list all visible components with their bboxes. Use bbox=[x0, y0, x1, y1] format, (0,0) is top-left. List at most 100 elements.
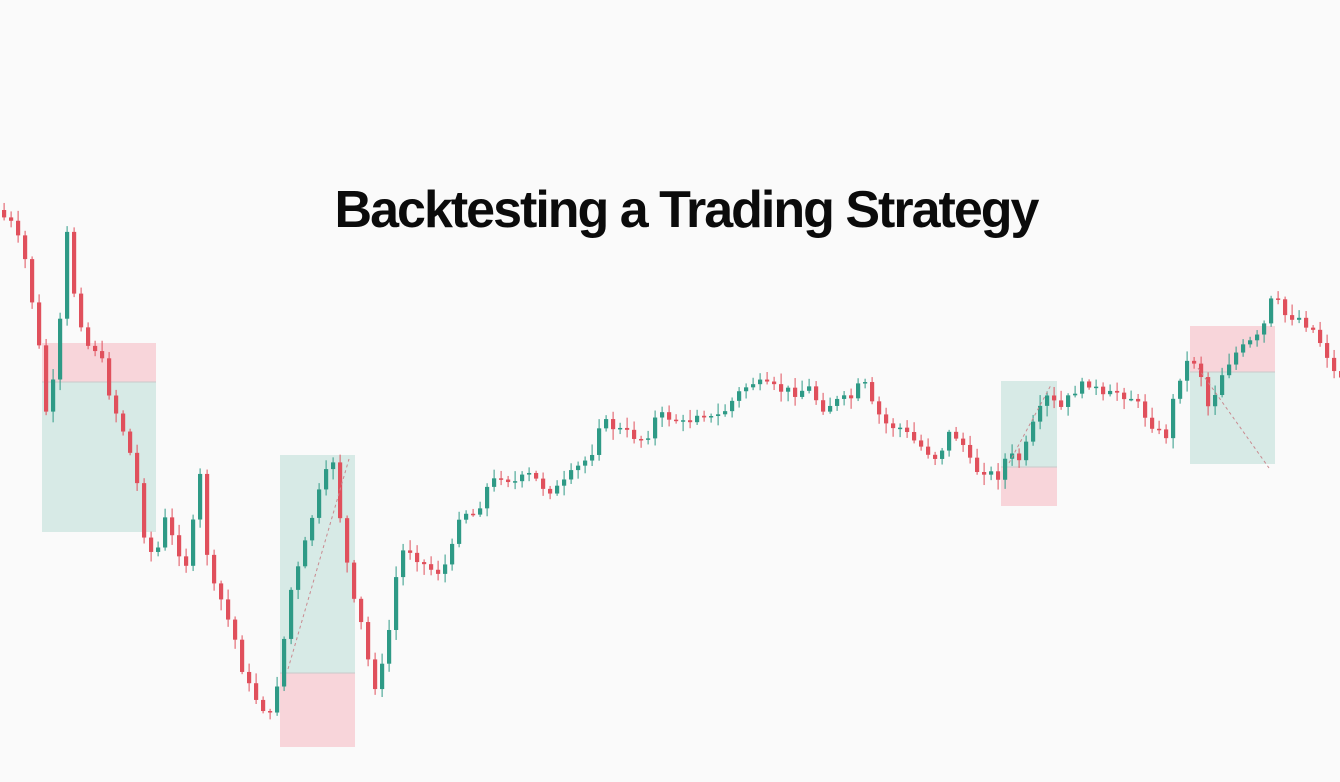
trade-path-3 bbox=[1008, 384, 1052, 464]
candle bbox=[947, 429, 952, 457]
candle bbox=[1318, 321, 1323, 347]
candle bbox=[114, 389, 119, 423]
candle bbox=[1234, 346, 1239, 370]
candle bbox=[23, 230, 28, 269]
candle bbox=[9, 211, 14, 228]
candle bbox=[863, 378, 868, 389]
candle bbox=[289, 587, 294, 645]
candle bbox=[660, 406, 665, 427]
candle bbox=[1269, 295, 1274, 327]
candle bbox=[1080, 377, 1085, 399]
candle bbox=[296, 561, 301, 599]
candle bbox=[604, 415, 609, 432]
candle bbox=[884, 407, 889, 434]
candle bbox=[968, 435, 973, 464]
candle bbox=[198, 468, 203, 528]
candle bbox=[1157, 420, 1162, 435]
candle bbox=[261, 696, 266, 714]
candle bbox=[373, 652, 378, 695]
candle bbox=[310, 515, 315, 546]
candle bbox=[1192, 356, 1197, 369]
candle bbox=[898, 423, 903, 438]
candle bbox=[2, 202, 7, 221]
candle bbox=[394, 566, 399, 640]
candle bbox=[72, 227, 77, 298]
candle bbox=[793, 378, 798, 406]
candle bbox=[415, 545, 420, 572]
candle bbox=[1178, 378, 1183, 404]
candle bbox=[709, 413, 714, 423]
candle bbox=[1150, 407, 1155, 433]
candle bbox=[807, 378, 812, 394]
candle bbox=[1290, 304, 1295, 326]
candle bbox=[835, 395, 840, 411]
candle bbox=[380, 653, 385, 698]
candle bbox=[1262, 320, 1267, 343]
candle bbox=[450, 538, 455, 571]
candle bbox=[240, 635, 245, 675]
candle bbox=[814, 381, 819, 405]
candle bbox=[436, 560, 441, 581]
candle bbox=[401, 543, 406, 586]
candle bbox=[786, 385, 791, 402]
candle bbox=[849, 388, 854, 409]
candle bbox=[541, 472, 546, 496]
candle bbox=[772, 376, 777, 391]
trade-zones bbox=[42, 326, 1275, 747]
candle bbox=[1199, 356, 1204, 387]
candle bbox=[1122, 387, 1127, 410]
candle bbox=[1185, 351, 1190, 392]
candle bbox=[562, 470, 567, 496]
candle bbox=[590, 444, 595, 466]
candle bbox=[58, 312, 63, 391]
candle bbox=[688, 409, 693, 429]
candle bbox=[653, 410, 658, 446]
candle bbox=[1087, 379, 1092, 390]
candle bbox=[191, 514, 196, 572]
candle bbox=[1143, 394, 1148, 427]
candle bbox=[856, 378, 861, 402]
candle bbox=[982, 462, 987, 486]
candle bbox=[478, 501, 483, 517]
page-title: Backtesting a Trading Strategy bbox=[334, 181, 1040, 239]
candle bbox=[1101, 382, 1106, 401]
candle bbox=[387, 619, 392, 672]
candle bbox=[107, 352, 112, 400]
candle bbox=[282, 636, 287, 692]
profit-zone-3 bbox=[1001, 381, 1057, 467]
candle bbox=[30, 256, 35, 309]
candle bbox=[534, 470, 539, 482]
candle bbox=[100, 340, 105, 363]
candle bbox=[16, 210, 21, 243]
candle bbox=[1038, 395, 1043, 430]
candle bbox=[303, 536, 308, 569]
candle bbox=[1136, 393, 1141, 408]
candle bbox=[317, 483, 322, 524]
trade-path-2 bbox=[287, 458, 350, 670]
candle bbox=[989, 466, 994, 481]
candle bbox=[121, 410, 126, 436]
candle bbox=[1164, 424, 1169, 444]
candle bbox=[891, 418, 896, 437]
candle bbox=[912, 422, 917, 444]
candle bbox=[324, 460, 329, 496]
candle bbox=[1045, 391, 1050, 417]
candle bbox=[128, 428, 133, 456]
candle bbox=[940, 447, 945, 465]
candle bbox=[464, 510, 469, 524]
candle bbox=[1227, 353, 1232, 379]
candle bbox=[492, 469, 497, 492]
candle bbox=[366, 616, 371, 667]
candle bbox=[184, 548, 189, 573]
candle bbox=[695, 409, 700, 425]
candle bbox=[1059, 390, 1064, 410]
candle bbox=[702, 410, 707, 422]
loss-zone-2 bbox=[280, 673, 355, 747]
candle bbox=[618, 422, 623, 435]
candle bbox=[345, 515, 350, 573]
candle bbox=[975, 448, 980, 475]
candle bbox=[485, 483, 490, 517]
loss-zone-3 bbox=[1001, 467, 1057, 506]
candle bbox=[730, 397, 735, 418]
